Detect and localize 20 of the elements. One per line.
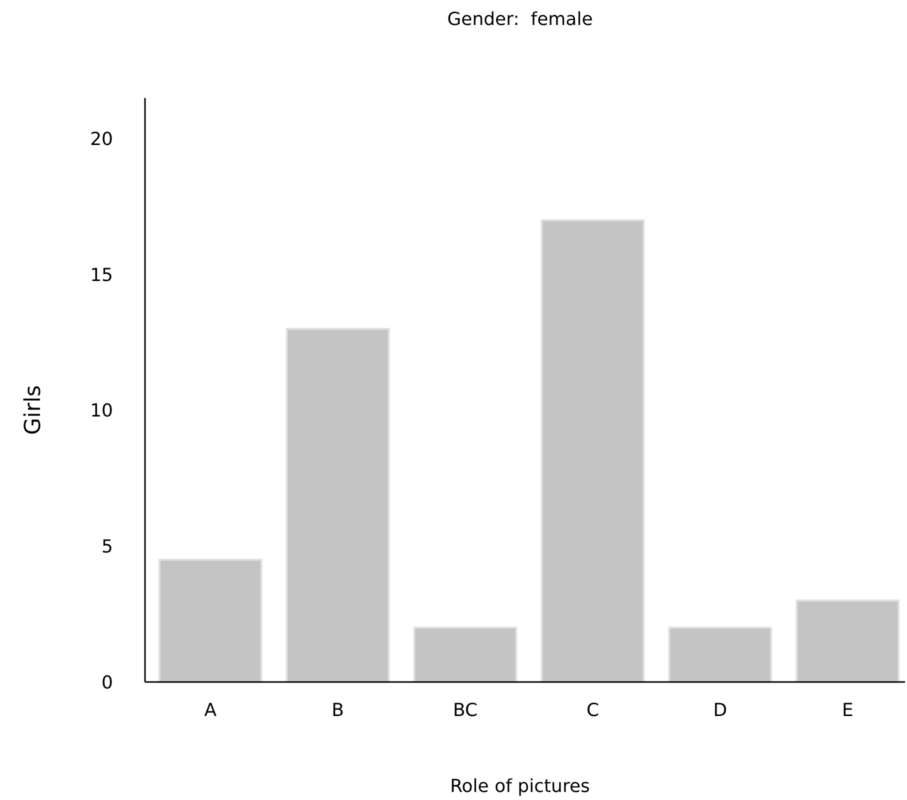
x-tick-label: BC <box>452 700 478 721</box>
bar <box>286 328 390 683</box>
y-tick-label: 0 <box>102 672 113 694</box>
bar <box>668 626 772 683</box>
y-axis-title: Girls <box>21 385 46 435</box>
x-tick-label: A <box>204 700 218 721</box>
y-tick-label: 20 <box>90 129 113 150</box>
bar <box>158 558 262 683</box>
x-tick-label: B <box>332 700 344 721</box>
x-tick-label: D <box>713 700 728 721</box>
y-tick-label: 15 <box>90 264 113 286</box>
bar <box>413 626 518 683</box>
y-tick-label: 10 <box>90 400 113 422</box>
y-tick-label: 5 <box>102 536 113 558</box>
x-tick-label: E <box>842 700 854 721</box>
x-tick-label: C <box>586 700 600 721</box>
x-axis-title: Role of pictures <box>450 776 590 797</box>
bar <box>796 600 900 683</box>
bar <box>540 219 645 683</box>
chart-title: Gender: female <box>447 9 593 30</box>
